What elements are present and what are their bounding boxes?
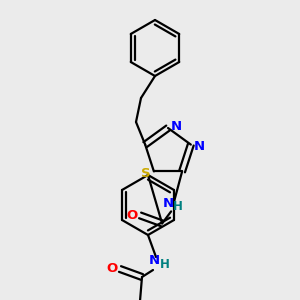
Text: H: H [160, 259, 170, 272]
Text: N: N [163, 197, 174, 210]
Text: S: S [141, 167, 151, 180]
Text: N: N [193, 140, 204, 153]
Text: O: O [106, 262, 118, 275]
Text: N: N [148, 254, 160, 268]
Text: H: H [173, 200, 183, 213]
Text: O: O [127, 209, 138, 222]
Text: N: N [170, 119, 182, 133]
